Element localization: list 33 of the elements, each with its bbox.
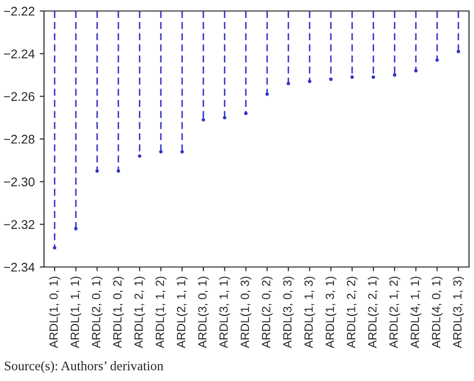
x-tick-label: ARDL(1, 0, 2) [112,276,124,348]
x-tick-label: ARDL(1, 2, 1) [134,276,146,348]
y-tick-label: −2.32 [4,220,34,229]
x-tick-label: ARDL(3, 1, 1) [219,276,230,348]
x-tick-label: ARDL(1, 1, 1) [70,276,82,348]
x-tick-label: ARDL(1, 2, 2) [346,276,358,348]
x-tick-label: ARDL(1, 1, 3) [304,276,316,348]
x-tick-label: ARDL(2, 0, 2) [262,276,273,348]
source-note: Source(s): Authors’ derivation [4,361,164,373]
y-tick-label: −2.30 [4,177,34,186]
x-tick-label: ARDL(2, 0, 1) [92,276,103,348]
point [202,118,206,122]
x-tick-label: ARDL(3, 1, 3) [452,276,464,348]
x-tick-label: ARDL(3, 0, 1) [198,276,209,348]
x-tick-label: ARDL(1, 0, 1) [49,276,60,348]
x-tick-label: ARDL(1, 3, 1) [325,276,336,348]
y-tick-label: −2.24 [4,49,35,58]
x-tick-label: ARDL(1, 1, 2) [155,276,166,348]
y-tick-label: −2.26 [4,92,34,101]
point [392,73,396,77]
x-tick-label: ARDL(2, 2, 1) [368,276,379,348]
point [350,75,354,79]
x-tick-label: ARDL(2, 1, 1) [176,276,188,348]
y-tick-label: −2.28 [4,134,34,144]
x-tick-label: ARDL(4, 1, 1) [410,276,422,348]
x-tick-label: ARDL(3, 0, 3) [282,276,294,348]
x-tick-label: ARDL(2, 1, 2) [389,276,400,348]
y-tick-label: −2.22 [4,6,34,16]
point [372,75,376,79]
x-tick-label: ARDL(4, 0, 1) [432,276,443,348]
point [138,154,142,158]
y-tick-label: −2.34 [4,262,35,272]
x-tick-label: ARDL(1, 0, 3) [240,276,252,348]
